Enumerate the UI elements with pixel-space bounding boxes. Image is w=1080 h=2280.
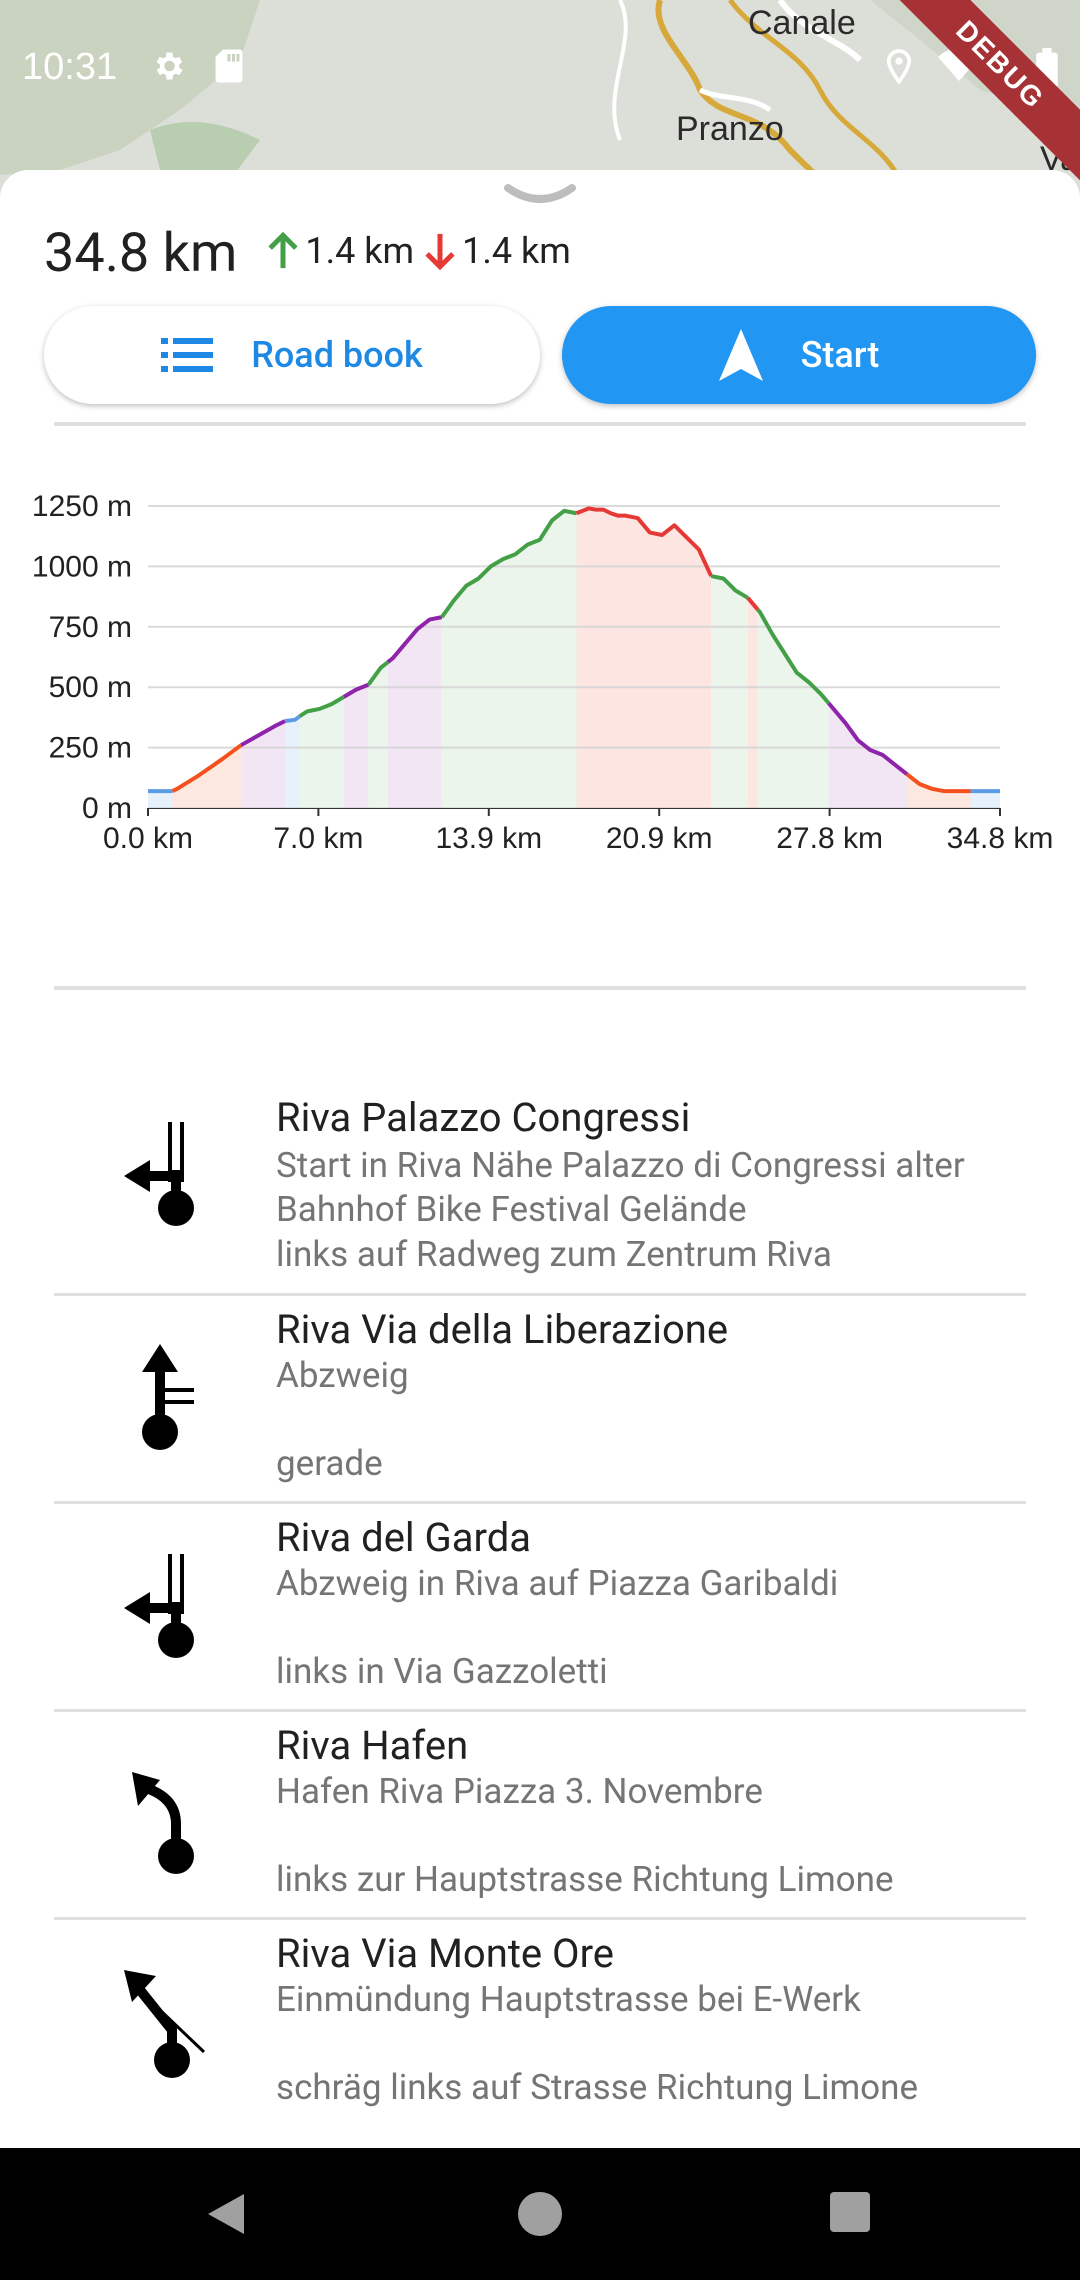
waypoint-title: Riva Palazzo Congressi xyxy=(276,1094,691,1141)
divider xyxy=(54,1293,1026,1296)
elevation-line xyxy=(440,508,577,619)
elevation-line xyxy=(240,719,286,747)
elevation-line xyxy=(284,714,301,724)
y-tick-label: 1250 m xyxy=(32,490,132,523)
waypoint-description: Abzweig xyxy=(276,1355,409,1396)
elevation-band xyxy=(576,496,712,808)
route-distance: 34.8 km xyxy=(44,222,238,285)
status-time: 10:31 xyxy=(22,46,118,88)
x-tick-label: 7.0 km xyxy=(273,822,363,855)
elevation-line xyxy=(171,743,243,793)
back-icon[interactable] xyxy=(204,2190,248,2238)
waypoint-title: Riva Hafen xyxy=(276,1722,469,1769)
road-book-item[interactable]: Riva Palazzo Congressi Start in Riva Nähe… xyxy=(0,1040,1080,1296)
arrow-up-icon xyxy=(268,231,299,269)
map-label: Pranzo xyxy=(676,110,784,148)
elevation-line xyxy=(905,772,971,794)
elevation-line xyxy=(386,615,443,664)
waypoint-description: Einmündung Hauptstrasse bei E-Werk xyxy=(276,1979,861,2020)
bottom-sheet: 34.8 km 1.4 km 1.4 km Road book Start 0 xyxy=(0,170,1080,2148)
waypoint-instruction: links in Via Gazzoletti xyxy=(276,1651,608,1692)
y-tick-label: 0 m xyxy=(82,792,132,825)
recents-icon[interactable] xyxy=(828,2190,872,2234)
x-tick-label: 0.0 km xyxy=(103,822,193,855)
arrow-down-icon xyxy=(425,233,455,271)
sharp-left-icon xyxy=(124,1970,206,2078)
elevation-ascent: 1.4 km xyxy=(265,230,414,272)
elevation-line xyxy=(756,608,831,705)
waypoint-title: Riva Via Monte Ore xyxy=(276,1930,614,1977)
elevation-band xyxy=(747,496,758,808)
system-navigation-bar xyxy=(0,2148,1080,2280)
divider xyxy=(54,422,1026,426)
divider xyxy=(54,986,1026,990)
navigation-arrow-icon xyxy=(718,329,763,381)
elevation-line xyxy=(710,574,749,600)
divider xyxy=(54,1501,1026,1504)
x-tick-label: 27.8 km xyxy=(776,822,883,855)
turn-left-icon xyxy=(124,1554,194,1658)
y-tick-label: 250 m xyxy=(49,732,132,765)
ascent-value: 1.4 km xyxy=(305,230,415,272)
waypoint-instruction: schräg links auf Strasse Richtung Limone xyxy=(276,2067,919,2108)
waypoint-instruction: gerade xyxy=(276,1443,383,1484)
waypoint-instruction: links zur Hauptstrasse Richtung Limone xyxy=(276,1859,894,1900)
start-label: Start xyxy=(800,334,880,376)
chart-mask xyxy=(148,494,1000,792)
y-tick-label: 500 m xyxy=(49,671,132,704)
status-bar: 10:31 DEBUG xyxy=(0,0,1080,189)
map-label: Canale xyxy=(748,4,856,42)
road-book-button[interactable]: Road book xyxy=(44,306,540,404)
road-book-item[interactable]: Riva del Garda Abzweig in Riva auf Piazza… xyxy=(0,1504,1080,1712)
route-summary: 34.8 km 1.4 km 1.4 km xyxy=(44,222,571,292)
x-tick-label: 34.8 km xyxy=(947,822,1054,855)
straight-icon xyxy=(142,1344,194,1450)
x-tick-label: 20.9 km xyxy=(606,822,713,855)
elevation-line xyxy=(746,596,760,611)
elevation-line xyxy=(342,682,370,699)
elevation-line xyxy=(366,660,390,686)
collapse-handle-icon[interactable] xyxy=(500,180,580,210)
road-book-item[interactable]: Riva Via della Liberazione Abzweig gerade xyxy=(0,1296,1080,1504)
road-book-item[interactable]: Riva Hafen Hafen Riva Piazza 3. Novembre l… xyxy=(0,1712,1080,1920)
elevation-line xyxy=(827,701,909,776)
location-icon xyxy=(886,49,912,85)
list-icon xyxy=(161,338,214,372)
turn-left-icon xyxy=(124,1122,194,1226)
sd-card-icon xyxy=(215,49,243,83)
waypoint-description: Abzweig in Riva auf Piazza Garibaldi xyxy=(276,1563,839,1604)
y-tick-label: 750 m xyxy=(49,611,132,644)
waypoint-title: Riva Via della Liberazione xyxy=(276,1306,729,1353)
y-tick-label: 1000 m xyxy=(32,550,132,583)
waypoint-title: Riva del Garda xyxy=(276,1514,532,1561)
divider xyxy=(54,1917,1026,1920)
waypoint-description: Hafen Riva Piazza 3. Novembre xyxy=(276,1771,763,1812)
divider xyxy=(54,1709,1026,1712)
x-tick-label: 13.9 km xyxy=(435,822,542,855)
elevation-line xyxy=(575,506,713,577)
elevation-line xyxy=(298,695,345,718)
road-book-label: Road book xyxy=(251,334,423,376)
elevation-chart[interactable]: 0 m 250 m 500 m 750 m 1000 m 1250 m 0.0 km 7.0 … xyxy=(0,450,1080,990)
elevation-descent: 1.4 km xyxy=(422,230,571,272)
home-icon[interactable] xyxy=(516,2190,564,2238)
waypoint-description: Start in Riva Nähe Palazzo di Congressi … xyxy=(276,1145,965,1230)
bear-left-icon xyxy=(132,1772,194,1874)
descent-value: 1.4 km xyxy=(462,230,571,272)
settings-icon xyxy=(156,52,183,80)
waypoint-instruction: links auf Radweg zum Zentrum Riva xyxy=(276,1234,832,1275)
start-navigation-button[interactable]: Start xyxy=(562,306,1036,404)
road-book-item[interactable]: Riva Via Monte Ore Einmündung Hauptstrass… xyxy=(0,1920,1080,2148)
road-book-list: Riva Palazzo Congressi Start in Riva Nähe… xyxy=(0,1040,1080,2148)
